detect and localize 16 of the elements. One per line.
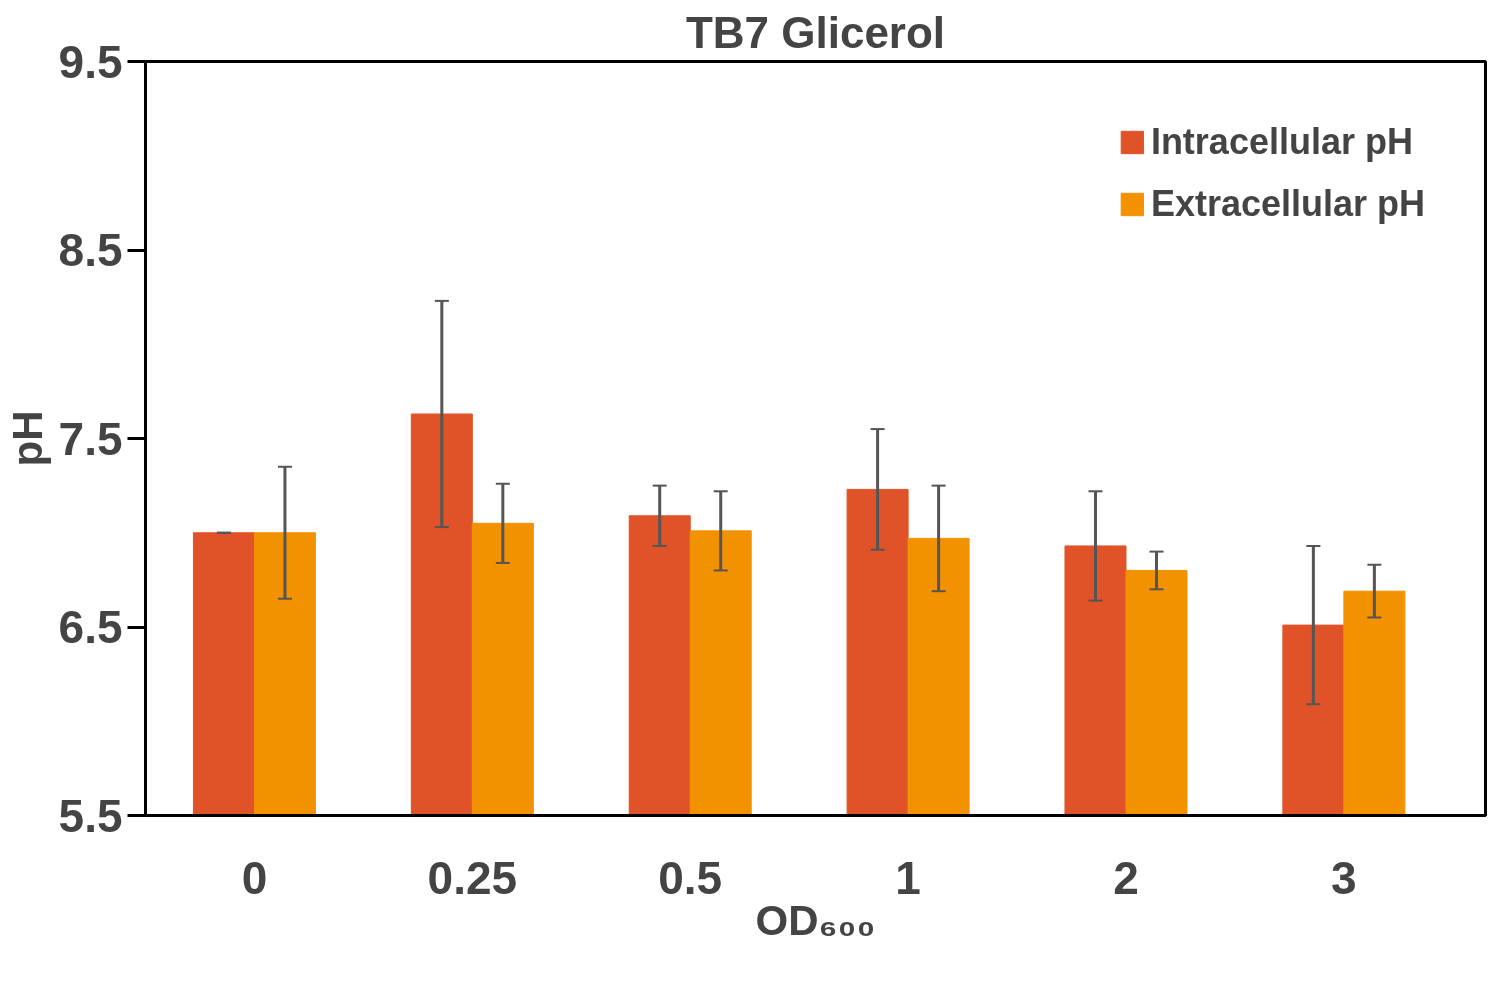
y-tick-label: 6.5 (58, 601, 123, 653)
y-tick-label: 8.5 (58, 224, 123, 276)
x-tick-label: 0 (241, 851, 268, 904)
x-tick-label: 0.25 (427, 851, 518, 904)
chart-title: TB7 Glicerol (685, 7, 946, 57)
x-tick-label: 3 (1331, 851, 1357, 904)
y-tick-label: 9.5 (58, 35, 123, 88)
y-tick-label: 5.5 (58, 789, 123, 842)
x-tick-label: 0.5 (658, 851, 723, 904)
legend-label: Extracellular pH (1150, 183, 1425, 225)
legend-label: Intracellular pH (1150, 121, 1413, 163)
x-axis-title: OD₆₀₀ (755, 896, 876, 944)
y-axis-title: pH (3, 410, 51, 467)
x-tick-label: 1 (895, 851, 921, 904)
y-tick-label: 7.5 (58, 412, 123, 465)
x-tick-label: 2 (1113, 851, 1139, 904)
